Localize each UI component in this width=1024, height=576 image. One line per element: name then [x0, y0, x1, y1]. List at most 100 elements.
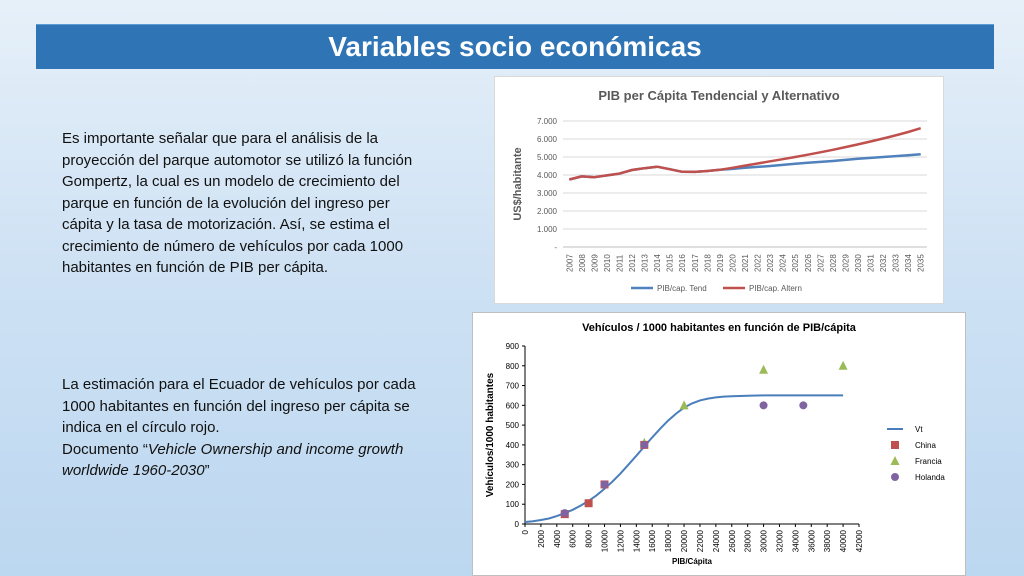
legend-swatch — [890, 456, 900, 465]
x-tick-label: 2020 — [728, 254, 737, 272]
x-tick-label: 6000 — [569, 529, 578, 547]
vehicles-chart-panel: Vehículos / 1000 habitantes en función d… — [472, 312, 966, 576]
paragraph-gompertz: Es importante señalar que para el anális… — [62, 130, 413, 276]
francia-point — [759, 364, 769, 374]
y-tick-label: 500 — [506, 421, 520, 430]
holanda-point — [799, 401, 808, 410]
holanda-point — [640, 440, 649, 449]
holanda-point — [560, 509, 569, 518]
x-tick-label: 16000 — [648, 529, 657, 552]
x-tick-label: 2022 — [754, 254, 763, 272]
x-tick-label: 36000 — [807, 529, 816, 552]
x-tick-label: 2013 — [641, 254, 650, 272]
x-tick-label: 20000 — [680, 529, 689, 552]
x-tick-label: 32000 — [775, 529, 784, 552]
y-tick-label: 900 — [506, 342, 520, 351]
y-axis-title: Vehículos/1000 habitantes — [485, 372, 496, 497]
y-tick-label: 0 — [515, 520, 520, 529]
y-tick-label: 600 — [506, 401, 520, 410]
x-tick-label: 2033 — [892, 254, 901, 272]
x-tick-label: 18000 — [664, 529, 673, 552]
chart-title: PIB per Cápita Tendencial y Alternativo — [598, 88, 839, 103]
x-tick-label: 2027 — [816, 254, 825, 272]
y-tick-label: 6.000 — [537, 135, 558, 144]
legend-label: Holanda — [915, 473, 945, 482]
x-tick-label: 2010 — [603, 254, 612, 272]
x-tick-label: 2029 — [841, 254, 850, 272]
y-tick-label: 700 — [506, 382, 520, 391]
holanda-point — [759, 401, 768, 410]
x-tick-label: 2011 — [615, 254, 624, 272]
series-line-tend — [568, 153, 921, 181]
pib-line-chart: PIB per Cápita Tendencial y Alternativo -… — [512, 88, 927, 293]
document-suffix: ” — [204, 462, 210, 479]
x-tick-label: 2034 — [904, 254, 913, 272]
x-tick-label: 14000 — [632, 529, 641, 552]
y-tick-label: 4.000 — [537, 171, 558, 180]
slide-title: Variables socio económicas — [328, 31, 702, 62]
y-tick-label: 7.000 — [537, 117, 558, 126]
x-tick-label: 40000 — [839, 529, 848, 552]
x-tick-label: 8000 — [585, 529, 594, 547]
y-tick-label: - — [554, 243, 557, 252]
legend-label: Francia — [915, 457, 942, 466]
pib-chart-panel: PIB per Cápita Tendencial y Alternativo -… — [494, 76, 944, 304]
china-point — [584, 499, 593, 508]
vehicles-scatter-chart: Vehículos / 1000 habitantes en función d… — [485, 322, 945, 566]
vt-curve — [524, 394, 844, 523]
x-axis-title: PIB/Cápita — [672, 557, 713, 566]
x-tick-label: 2009 — [590, 254, 599, 272]
x-tick-label: 22000 — [696, 529, 705, 552]
y-tick-label: 100 — [506, 500, 520, 509]
x-tick-label: 28000 — [744, 529, 753, 552]
y-tick-label: 300 — [506, 461, 520, 470]
document-prefix: Documento “ — [62, 440, 148, 458]
x-tick-label: 24000 — [712, 529, 721, 552]
paragraph-ecuador-text: La estimación para el Ecuador de vehícul… — [62, 376, 416, 436]
x-tick-label: 38000 — [823, 529, 832, 552]
holanda-point — [600, 480, 609, 489]
x-tick-label: 2021 — [741, 254, 750, 272]
x-tick-label: 30000 — [760, 529, 769, 552]
y-tick-label: 5.000 — [537, 153, 558, 162]
document-title: Vehicle Ownership and income growth worl… — [62, 440, 404, 480]
x-tick-label: 2014 — [653, 254, 662, 272]
x-tick-label: 2026 — [804, 254, 813, 272]
y-tick-label: 1.000 — [537, 225, 558, 234]
x-tick-label: 2023 — [766, 254, 775, 272]
x-tick-label: 2025 — [791, 254, 800, 272]
legend-swatch — [891, 473, 899, 481]
x-tick-label: 2008 — [578, 254, 587, 272]
x-tick-label: 0 — [521, 529, 530, 534]
paragraph-ecuador-estimate: La estimación para el Ecuador de vehícul… — [62, 374, 426, 482]
y-tick-label: 2.000 — [537, 207, 558, 216]
y-tick-label: 200 — [506, 480, 520, 489]
x-tick-label: 2000 — [537, 529, 546, 547]
x-tick-label: 2019 — [716, 254, 725, 272]
title-bar: Variables socio económicas — [36, 24, 994, 69]
francia-point — [679, 400, 689, 410]
x-tick-label: 2007 — [565, 254, 574, 272]
x-tick-label: 2035 — [917, 254, 926, 272]
x-tick-label: 2031 — [867, 254, 876, 272]
legend-label: PIB/cap. Altern — [749, 284, 802, 293]
x-tick-label: 10000 — [601, 529, 610, 552]
x-tick-label: 2032 — [879, 254, 888, 272]
francia-point — [838, 360, 848, 370]
x-tick-label: 2018 — [703, 254, 712, 272]
x-tick-label: 34000 — [791, 529, 800, 552]
x-tick-label: 2024 — [779, 254, 788, 272]
legend-label: Vt — [915, 425, 923, 434]
x-tick-label: 2015 — [666, 254, 675, 272]
x-tick-label: 2016 — [678, 254, 687, 272]
x-tick-label: 2030 — [854, 254, 863, 272]
x-tick-label: 42000 — [855, 529, 864, 552]
legend-label: PIB/cap. Tend — [657, 284, 707, 293]
y-axis-title: US$/habitante — [512, 147, 524, 220]
x-tick-label: 2012 — [628, 254, 637, 272]
legend-label: China — [915, 441, 936, 450]
x-tick-label: 2017 — [691, 254, 700, 272]
x-tick-label: 12000 — [616, 529, 625, 552]
y-tick-label: 3.000 — [537, 189, 558, 198]
x-tick-label: 26000 — [728, 529, 737, 552]
